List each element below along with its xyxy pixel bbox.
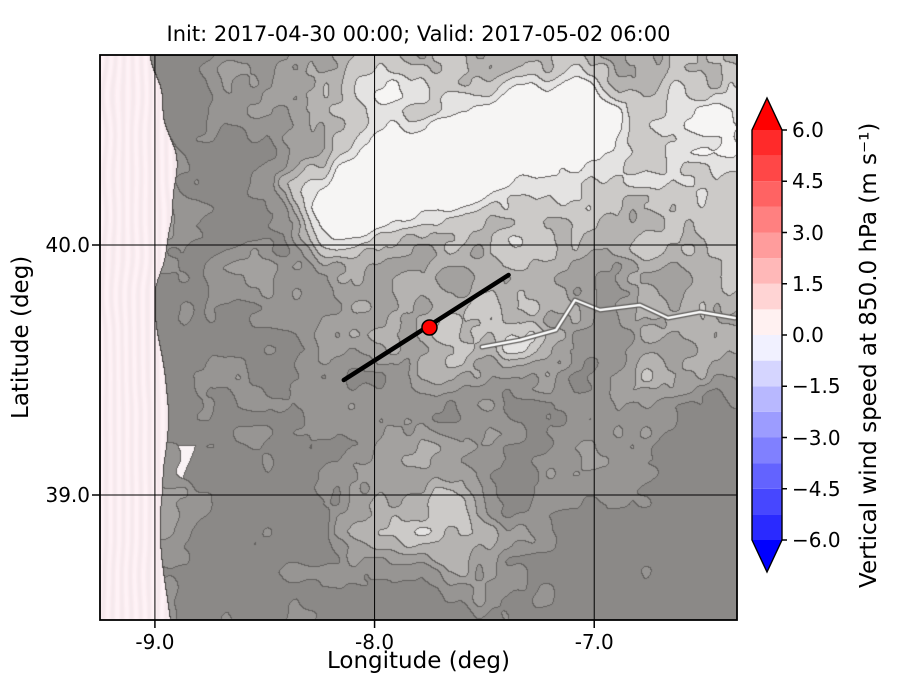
colorbar-tick-label: −4.5 — [792, 476, 841, 501]
colorbar-segment — [752, 386, 782, 412]
colorbar-tick-label: −3.0 — [792, 425, 841, 450]
colorbar-arrow-over — [752, 98, 782, 130]
x-tick-label: -7.0 — [574, 630, 614, 654]
colorbar-tick-label: 4.5 — [792, 169, 824, 194]
colorbar-segment — [752, 181, 782, 207]
colorbar-segment — [752, 411, 782, 438]
colorbar-segment — [752, 488, 782, 515]
colorbar-segment — [752, 514, 782, 540]
map-plot — [100, 55, 737, 620]
colorbar-segment — [752, 335, 782, 361]
colorbar-outline — [751, 96, 783, 574]
x-tick-label: -8.0 — [355, 630, 395, 654]
chart-title: Init: 2017-04-30 00:00; Valid: 2017-05-0… — [166, 22, 671, 46]
colorbar-arrow-under — [752, 540, 782, 572]
x-axis-label: Longitude (deg) — [326, 648, 510, 674]
colorbar-segment — [752, 360, 782, 387]
colorbar-segment — [752, 258, 782, 284]
y-tick-label: 39.0 — [45, 483, 90, 507]
colorbar-segment — [752, 206, 782, 233]
colorbar-segment — [752, 155, 782, 182]
y-axis-label: Latitude (deg) — [8, 255, 34, 420]
colorbar-tick-label: 0.0 — [792, 323, 824, 347]
colorbar-segment — [752, 130, 782, 156]
y-tick-label: 40.0 — [45, 233, 90, 257]
colorbar-tick-label: −6.0 — [792, 528, 841, 552]
colorbar-segment — [752, 309, 782, 335]
colorbar-segment — [752, 437, 782, 464]
colorbar-segment — [752, 232, 782, 259]
colorbar-tick-label: 3.0 — [792, 220, 824, 245]
x-tick-label: -9.0 — [135, 630, 175, 654]
colorbar-label: Vertical wind speed at 850.0 hPa (m s⁻¹) — [856, 122, 882, 588]
colorbar-segment — [752, 283, 782, 310]
colorbar-segment — [752, 463, 782, 489]
colorbar-tick-label: −1.5 — [792, 374, 841, 399]
colorbar-tick-label: 6.0 — [792, 118, 824, 142]
colorbar-tick-label: 1.5 — [792, 271, 824, 296]
